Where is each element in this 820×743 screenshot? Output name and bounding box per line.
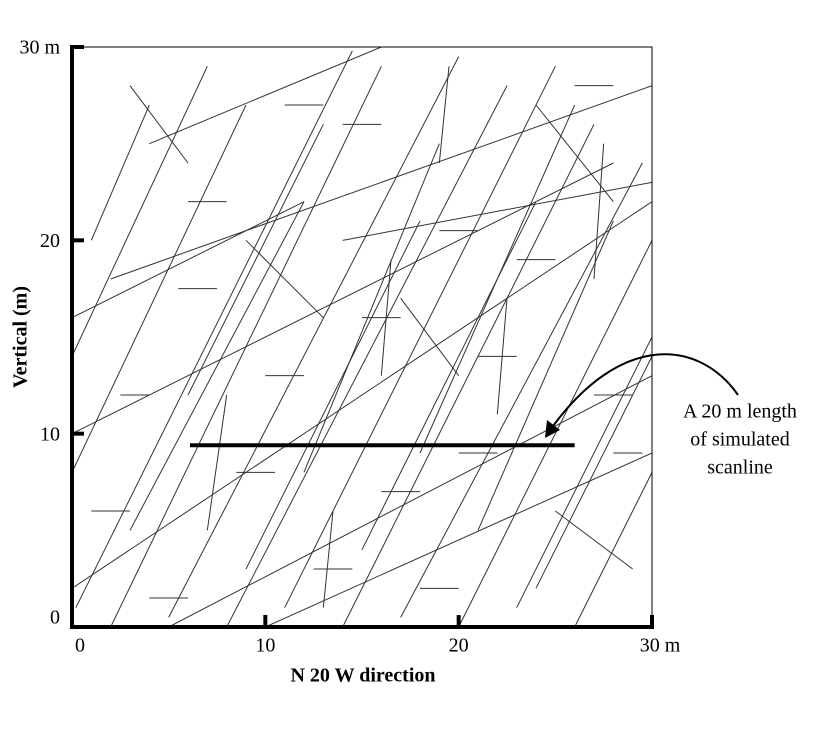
annotation-text: A 20 m length: [683, 401, 797, 423]
fracture-trace: [75, 50, 353, 608]
fracture-layer: [72, 47, 652, 627]
fracture-trace: [284, 66, 556, 608]
fracture-trace: [342, 124, 595, 627]
fracture-trace: [110, 85, 652, 280]
fracture-trace: [458, 240, 652, 627]
fracture-trace: [265, 452, 652, 627]
fracture-trace: [129, 201, 305, 531]
annotation-text: of simulated: [690, 429, 789, 451]
fracture-trace: [168, 56, 460, 618]
x-tick-label: 30 m: [640, 635, 681, 657]
fracture-trace: [516, 336, 652, 608]
fracture-trace: [245, 220, 421, 570]
arrow-head: [545, 420, 560, 438]
fracture-trace: [226, 85, 508, 627]
y-tick-label: 10: [40, 423, 60, 445]
fracture-trace: [72, 104, 247, 473]
fracture-trace: [400, 162, 643, 618]
annotation-text: scanline: [707, 457, 773, 479]
fracture-trace: [535, 104, 614, 202]
fracture-trace: [593, 143, 605, 280]
x-tick-label: 20: [449, 635, 469, 657]
x-tick-label: 10: [255, 635, 275, 657]
fracture-trace: [168, 375, 652, 627]
fracture-trace: [72, 201, 305, 319]
y-tick-label: 0: [50, 607, 60, 629]
x-axis-title: N 20 W direction: [290, 665, 435, 687]
fracture-trace: [187, 124, 324, 396]
x-tick-label: 0: [75, 635, 85, 657]
fracture-trace: [361, 201, 537, 550]
y-tick-label: 20: [40, 230, 60, 252]
annotation-arrow: [547, 353, 739, 434]
fracture-trace: [322, 510, 334, 608]
fracture-trace: [206, 394, 228, 531]
y-axis-title: Vertical (m): [10, 286, 32, 388]
fracture-trace: [72, 201, 652, 589]
fracture-trace: [72, 162, 614, 435]
fracture-trace: [245, 239, 324, 319]
fracture-trace: [303, 143, 440, 473]
fracture-trace: [555, 510, 633, 570]
fracture-trace: [419, 104, 576, 454]
fracture-trace: [129, 85, 189, 164]
fracture-trace: [438, 66, 450, 164]
fracture-trace: [574, 472, 652, 627]
fracture-trace: [149, 47, 382, 145]
y-tick-label: 30 m: [19, 37, 60, 59]
fracture-trace: [72, 66, 208, 357]
fracture-trace: [90, 104, 150, 241]
fracture-trace: [477, 220, 614, 531]
fracture-trace: [400, 298, 460, 376]
fracture-trace: [535, 356, 652, 589]
